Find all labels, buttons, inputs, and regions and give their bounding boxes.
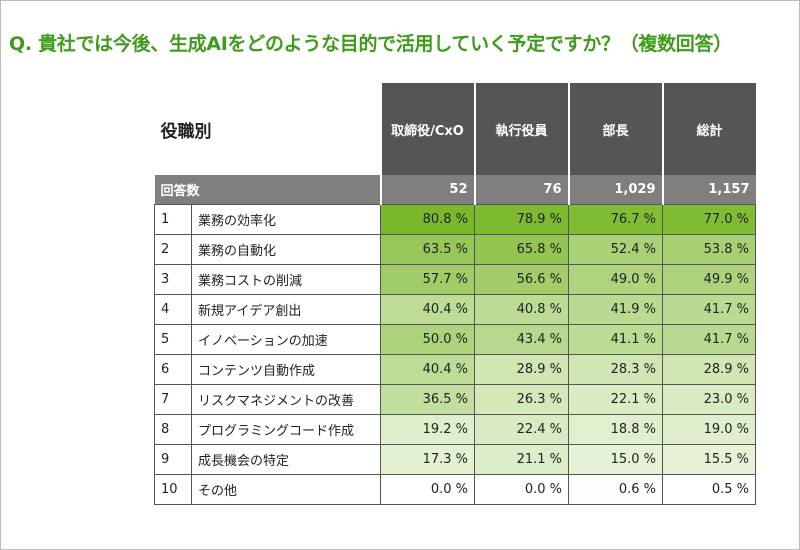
rank-cell: 2 xyxy=(154,234,192,265)
label-cell: その他 xyxy=(191,474,381,505)
value-cell: 41.7 % xyxy=(662,324,756,355)
data-row: 6 コンテンツ自動作成 40.4 % 28.9 % 28.3 % 28.9 % xyxy=(154,354,756,385)
data-row: 5 イノベーションの加速 50.0 % 43.4 % 41.1 % 41.7 % xyxy=(154,324,756,355)
value-cell: 52.4 % xyxy=(568,234,663,265)
value-cell: 40.4 % xyxy=(380,354,475,385)
value-cell: 40.8 % xyxy=(474,294,569,325)
value-cell: 56.6 % xyxy=(474,264,569,295)
value-cell: 36.5 % xyxy=(380,384,475,415)
rank-cell: 3 xyxy=(154,264,192,295)
count-label: 回答数 xyxy=(154,175,381,205)
rank-cell: 1 xyxy=(154,204,192,235)
label-cell: リスクマネジメントの改善 xyxy=(191,384,381,415)
rank-cell: 10 xyxy=(154,474,192,505)
value-cell: 0.0 % xyxy=(380,474,475,505)
value-cell: 15.5 % xyxy=(662,444,756,475)
data-row: 10 その他 0.0 % 0.0 % 0.6 % 0.5 % xyxy=(154,474,756,505)
value-cell: 50.0 % xyxy=(380,324,475,355)
label-cell: イノベーションの加速 xyxy=(191,324,381,355)
rank-cell: 6 xyxy=(154,354,192,385)
label-cell: 業務コストの削減 xyxy=(191,264,381,295)
value-cell: 28.9 % xyxy=(474,354,569,385)
label-cell: 業務の自動化 xyxy=(191,234,381,265)
value-cell: 21.1 % xyxy=(474,444,569,475)
value-cell: 22.1 % xyxy=(568,384,663,415)
value-cell: 49.0 % xyxy=(568,264,663,295)
title: Q. 貴社では今後、生成AIをどのような目的で活用していく予定ですか？（複数回答… xyxy=(9,33,732,55)
value-cell: 0.6 % xyxy=(568,474,663,505)
value-cell: 28.9 % xyxy=(662,354,756,385)
data-row: 9 成長機会の特定 17.3 % 21.1 % 15.0 % 15.5 % xyxy=(154,444,756,475)
label-cell: 新規アイデア創出 xyxy=(191,294,381,325)
data-row: 3 業務コストの削減 57.7 % 56.6 % 49.0 % 49.9 % xyxy=(154,264,756,295)
value-cell: 49.9 % xyxy=(662,264,756,295)
data-row: 7 リスクマネジメントの改善 36.5 % 26.3 % 22.1 % 23.0 % xyxy=(154,384,756,415)
value-cell: 43.4 % xyxy=(474,324,569,355)
value-cell: 19.2 % xyxy=(380,414,475,445)
value-cell: 0.5 % xyxy=(662,474,756,505)
value-cell: 41.1 % xyxy=(568,324,663,355)
label-cell: 成長機会の特定 xyxy=(191,444,381,475)
column-header: 執行役員 xyxy=(473,83,569,175)
count-row: 回答数 52 76 1,029 1,157 xyxy=(154,175,756,205)
value-cell: 80.8 % xyxy=(380,204,475,235)
header-row: 役職別 取締役/CxO 執行役員 部長 総計 xyxy=(155,83,756,175)
value-cell: 15.0 % xyxy=(568,444,663,475)
value-cell: 28.3 % xyxy=(568,354,663,385)
count-cell: 52 xyxy=(379,175,475,205)
data-row: 8 プログラミングコード作成 19.2 % 22.4 % 18.8 % 19.0 % xyxy=(154,414,756,445)
column-header: 総計 xyxy=(661,83,756,175)
value-cell: 41.7 % xyxy=(662,294,756,325)
column-header: 取締役/CxO xyxy=(379,83,475,175)
count-cell: 76 xyxy=(473,175,569,205)
count-cell: 1,029 xyxy=(567,175,663,205)
rank-cell: 9 xyxy=(154,444,192,475)
label-cell: プログラミングコード作成 xyxy=(191,414,381,445)
label-cell: コンテンツ自動作成 xyxy=(191,354,381,385)
value-cell: 63.5 % xyxy=(380,234,475,265)
value-cell: 76.7 % xyxy=(568,204,663,235)
rank-cell: 7 xyxy=(154,384,192,415)
data-row: 2 業務の自動化 63.5 % 65.8 % 52.4 % 53.8 % xyxy=(154,234,756,265)
value-cell: 65.8 % xyxy=(474,234,569,265)
corner-label: 役職別 xyxy=(160,121,212,142)
value-cell: 22.4 % xyxy=(474,414,569,445)
rank-cell: 4 xyxy=(154,294,192,325)
value-cell: 26.3 % xyxy=(474,384,569,415)
value-cell: 53.8 % xyxy=(662,234,756,265)
rank-cell: 8 xyxy=(154,414,192,445)
value-cell: 19.0 % xyxy=(662,414,756,445)
value-cell: 78.9 % xyxy=(474,204,569,235)
count-cell: 1,157 xyxy=(661,175,756,205)
table: 役職別 取締役/CxO 執行役員 部長 総計 回答数 52 76 1,029 1,157 1 業務の効… xyxy=(154,83,756,505)
value-cell: 77.0 % xyxy=(662,204,756,235)
column-header: 部長 xyxy=(567,83,663,175)
value-cell: 17.3 % xyxy=(380,444,475,475)
value-cell: 41.9 % xyxy=(568,294,663,325)
value-cell: 23.0 % xyxy=(662,384,756,415)
data-row: 4 新規アイデア創出 40.4 % 40.8 % 41.9 % 41.7 % xyxy=(154,294,756,325)
value-cell: 0.0 % xyxy=(474,474,569,505)
label-cell: 業務の効率化 xyxy=(191,204,381,235)
data-row: 1 業務の効率化 80.8 % 78.9 % 76.7 % 77.0 % xyxy=(154,204,756,235)
value-cell: 40.4 % xyxy=(380,294,475,325)
value-cell: 18.8 % xyxy=(568,414,663,445)
value-cell: 57.7 % xyxy=(380,264,475,295)
rank-cell: 5 xyxy=(154,324,192,355)
